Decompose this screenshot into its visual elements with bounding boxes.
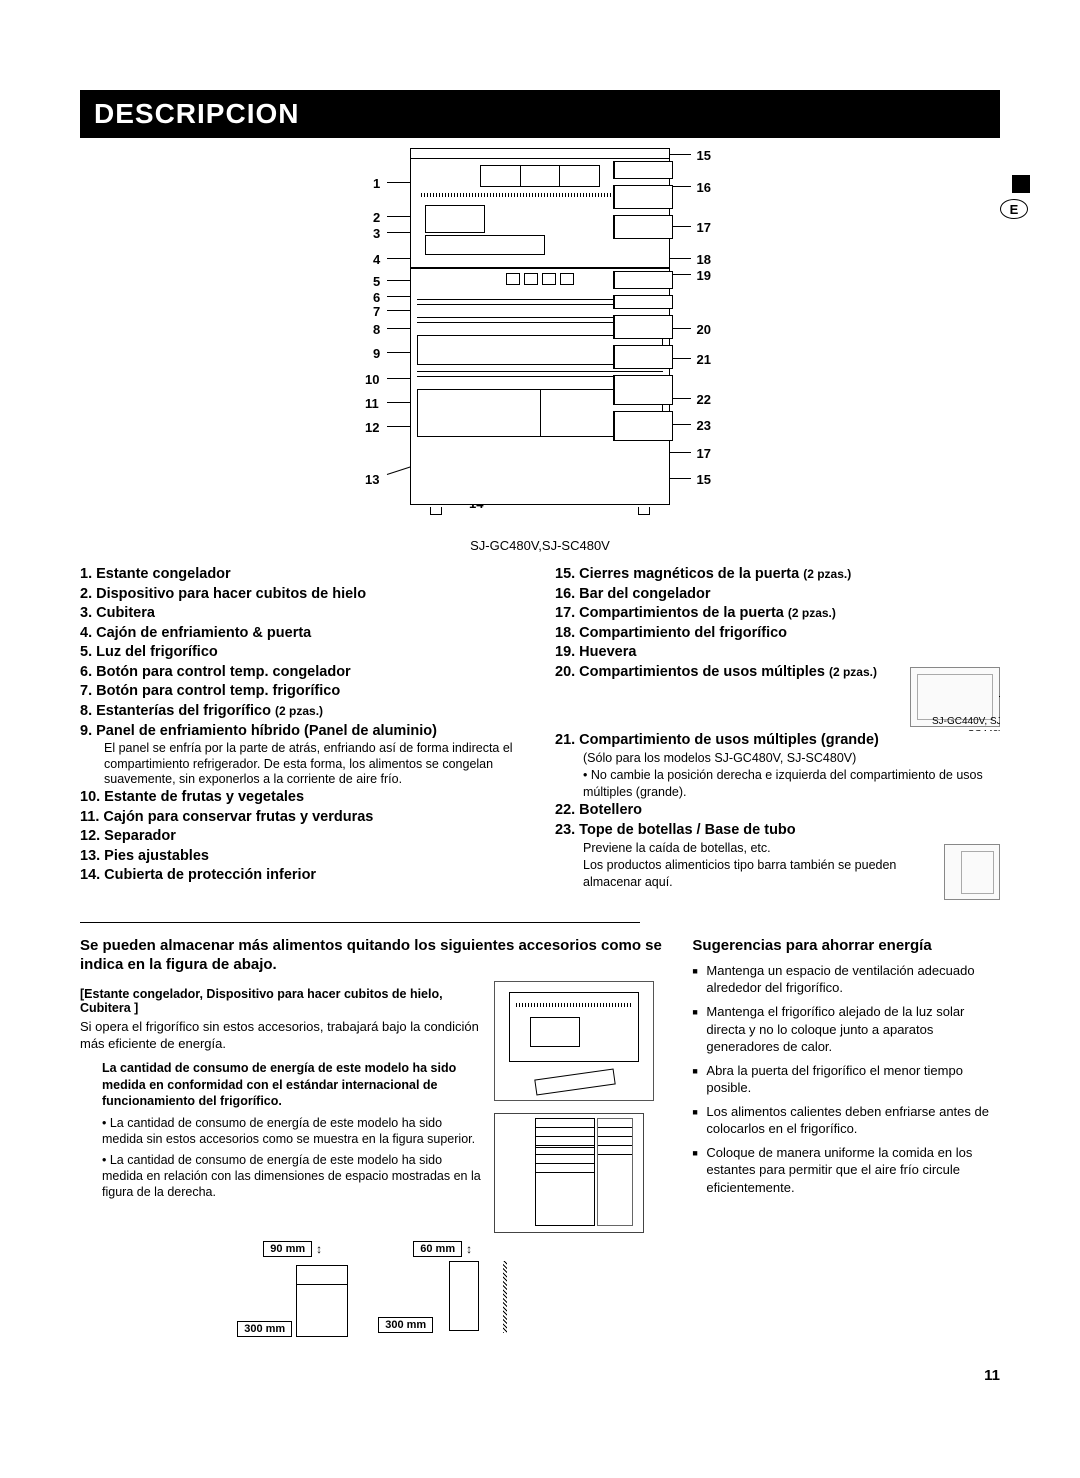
part-item: 7. Botón para control temp. frigorífico bbox=[80, 682, 525, 702]
part-bullet: • No cambie la posición derecha e izquie… bbox=[583, 767, 1000, 801]
part-sub: Previene la caída de botellas, etc. bbox=[583, 840, 1000, 857]
part-item: 3. Cubitera bbox=[80, 604, 525, 624]
language-tab: E bbox=[1000, 175, 1030, 219]
part-item: 22. Botellero bbox=[555, 801, 1000, 821]
tip-item: Mantenga un espacio de ventilación adecu… bbox=[692, 962, 1000, 997]
model-label: SJ-GC480V,SJ-SC480V bbox=[80, 538, 1000, 553]
part-item: 4. Cajón de enfriamiento & puerta bbox=[80, 624, 525, 644]
part-item: 23. Tope de botellas / Base de tubo bbox=[555, 821, 1000, 841]
tip-item: Coloque de manera uniforme la comida en … bbox=[692, 1144, 1000, 1197]
part-item: 18. Compartimiento del frigorífico bbox=[555, 624, 1000, 644]
fridge-diagram: 1 2 3 4 5 6 7 8 9 10 11 12 13 15 16 17 1… bbox=[80, 148, 1000, 528]
part-item: 5. Luz del frigorífico bbox=[80, 643, 525, 663]
part-item: 8. Estanterías del frigorífico (2 pzas.) bbox=[80, 702, 525, 722]
part-item: 14. Cubierta de protección inferior bbox=[80, 866, 525, 886]
part-item: 15. Cierres magnéticos de la puerta (2 p… bbox=[555, 565, 1000, 585]
section-title: DESCRIPCION bbox=[80, 90, 1000, 138]
energy-tips: Sugerencias para ahorrar energía Manteng… bbox=[692, 937, 1000, 1337]
storage-section: Se pueden almacenar más alimentos quitan… bbox=[80, 937, 664, 1337]
part-item: 9. Panel de enfriamiento híbrido (Panel … bbox=[80, 722, 525, 742]
part-item: 12. Separador bbox=[80, 827, 525, 847]
tip-item: Mantenga el frigorífico alejado de la lu… bbox=[692, 1003, 1000, 1056]
part-item: 13. Pies ajustables bbox=[80, 847, 525, 867]
dimensions-figure: 90 mm ↕ 300 mm 60 mm ↕ 300 mm bbox=[80, 1241, 664, 1337]
part-item: 2. Dispositivo para hacer cubitos de hie… bbox=[80, 585, 525, 605]
part-sub: Los productos alimenticios tipo barra ta… bbox=[583, 857, 1000, 891]
part-item: 1. Estante congelador bbox=[80, 565, 525, 585]
part-item: 11. Cajón para conservar frutas y verdur… bbox=[80, 808, 525, 828]
part-item: 19. Huevera bbox=[555, 643, 1000, 663]
part-sub: (Sólo para los modelos SJ-GC480V, SJ-SC4… bbox=[583, 750, 1000, 767]
part-item: 20SJ-GC440V, SJ-SC440V20. Compartimiento… bbox=[555, 663, 1000, 731]
part-item: 10. Estante de frutas y vegetales bbox=[80, 788, 525, 808]
tip-item: Los alimentos calientes deben enfriarse … bbox=[692, 1103, 1000, 1138]
part-item: 17. Compartimientos de la puerta (2 pzas… bbox=[555, 604, 1000, 624]
part-item: 16. Bar del congelador bbox=[555, 585, 1000, 605]
part-item: 6. Botón para control temp. congelador bbox=[80, 663, 525, 683]
part-item: 21. Compartimiento de usos múltiples (gr… bbox=[555, 731, 1000, 751]
part-note: El panel se enfría por la parte de atrás… bbox=[104, 741, 525, 788]
tip-item: Abra la puerta del frigorífico el menor … bbox=[692, 1062, 1000, 1097]
parts-list: 1. Estante congelador2. Dispositivo para… bbox=[80, 565, 1000, 904]
page-number: 11 bbox=[80, 1367, 1000, 1384]
